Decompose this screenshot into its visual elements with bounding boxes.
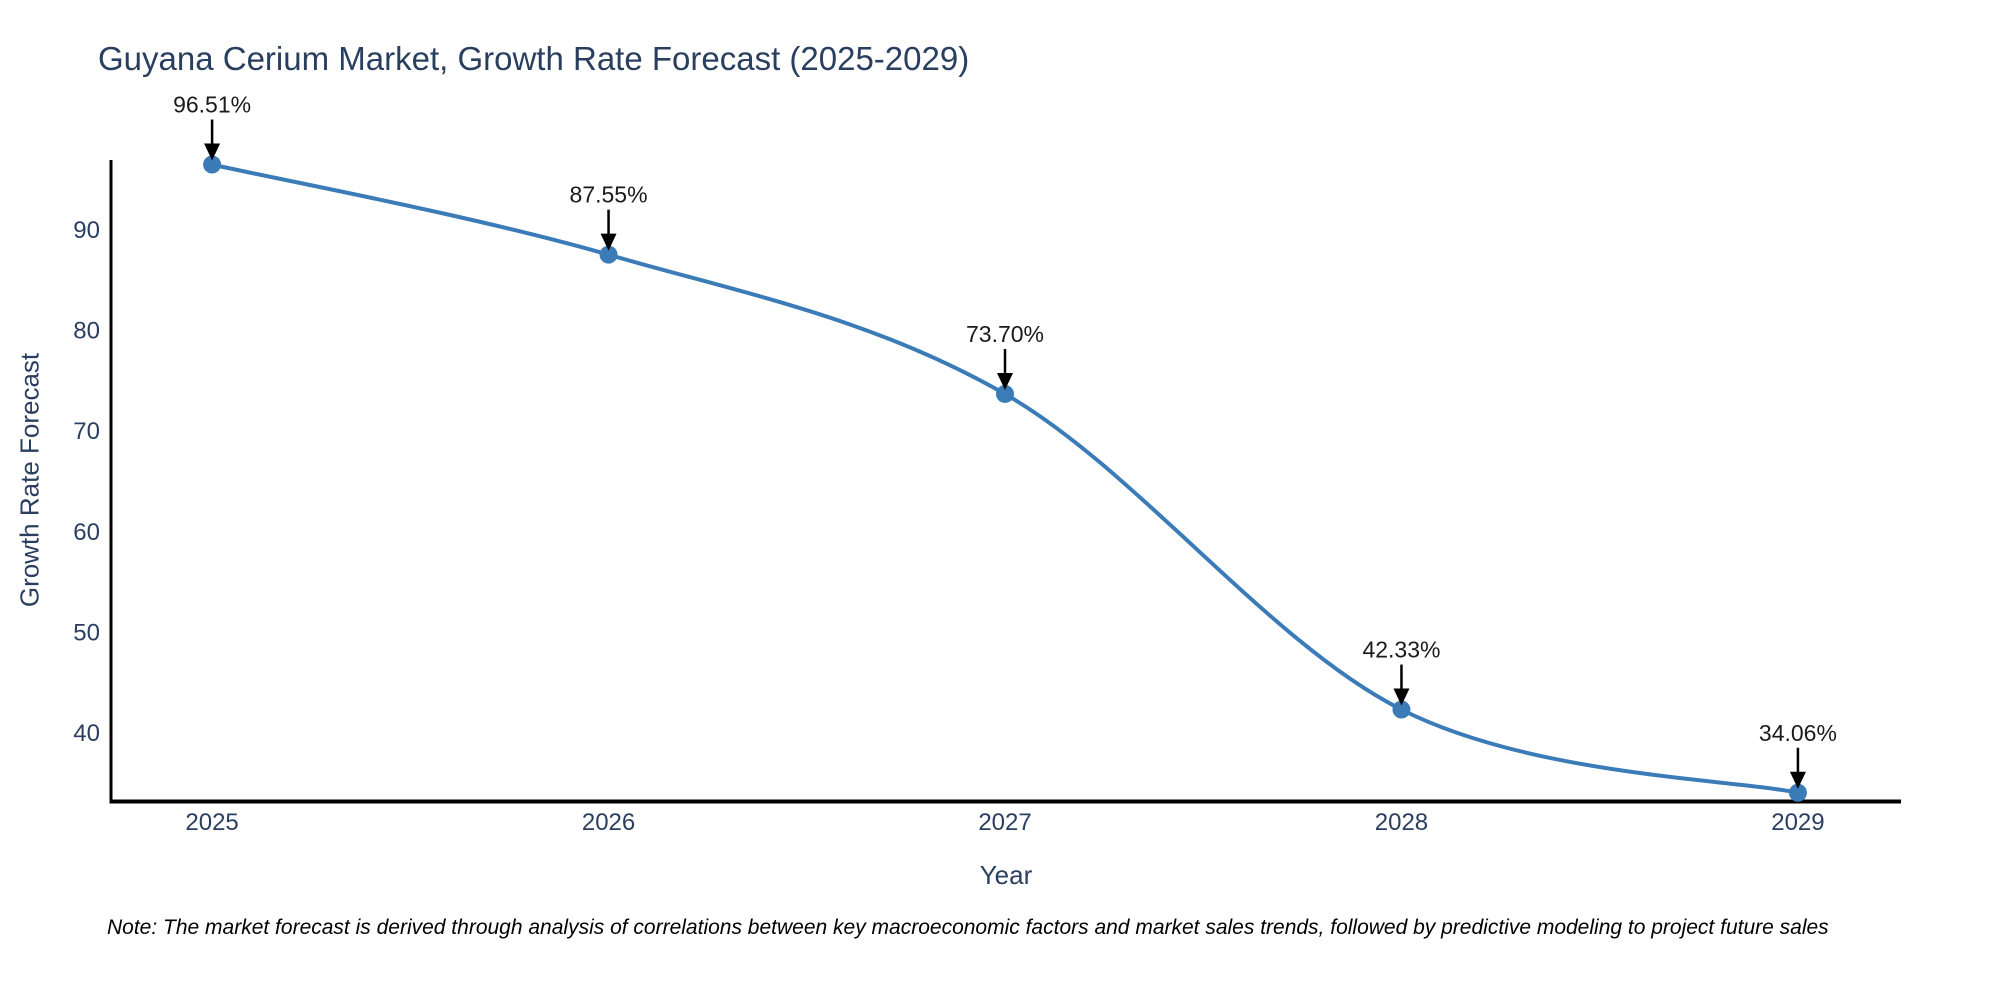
data-point-label: 73.70% [966,321,1044,347]
annotation-arrowhead [1393,688,1410,706]
chart-title: Guyana Cerium Market, Growth Rate Foreca… [98,40,970,77]
series-line [211,162,1799,795]
y-tick-label: 70 [73,418,100,445]
x-tick-label: 2025 [185,809,238,836]
annotation-arrowhead [997,372,1014,390]
y-tick-label: 50 [73,619,100,646]
annotation-arrowhead [600,233,617,251]
y-tick-label: 60 [73,519,100,546]
x-tick-label: 2027 [978,809,1031,836]
y-axis-title: Growth Rate Forecast [14,352,45,608]
x-tick-label: 2026 [582,809,635,836]
annotation-arrowhead [204,143,221,161]
y-tick-label: 90 [73,217,100,244]
data-point-label: 87.55% [570,182,648,208]
data-point-label: 96.51% [173,92,251,118]
data-point-marker [996,384,1015,403]
y-tick-label: 80 [73,318,100,345]
data-point-marker [1788,783,1807,802]
x-tick-label: 2029 [1771,809,1824,836]
data-point-marker [1392,700,1411,719]
x-axis-title: Year [979,860,1033,890]
data-point-marker [203,155,222,174]
y-tick-label: 40 [73,720,100,747]
annotation-arrowhead [1789,771,1806,789]
data-point-label: 34.06% [1759,720,1837,746]
data-point-label: 42.33% [1362,637,1440,663]
x-tick-label: 2028 [1375,809,1428,836]
data-point-marker [599,245,618,264]
footnote: Note: The market forecast is derived thr… [107,916,1829,939]
